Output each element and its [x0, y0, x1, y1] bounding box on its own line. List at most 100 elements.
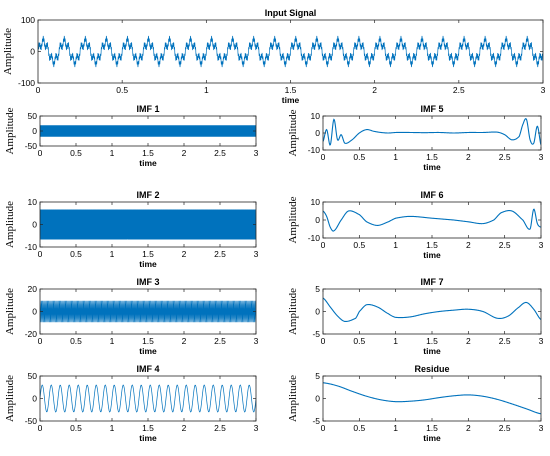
- series-line-imf1: [40, 125, 256, 137]
- x-tick-label: 2: [466, 423, 471, 433]
- x-tick-label: 3: [541, 85, 546, 95]
- series-line-imf6: [323, 208, 541, 232]
- x-tick-label: 2.5: [499, 152, 511, 162]
- panel-title: IMF 7: [420, 277, 443, 287]
- x-tick-label: 3: [539, 240, 544, 250]
- x-tick-label: 1.5: [142, 148, 154, 158]
- series-line-imf4: [40, 384, 256, 413]
- y-tick-label: 10: [28, 197, 38, 207]
- x-tick-label: 1: [393, 240, 398, 250]
- x-tick-label: 0.5: [70, 423, 82, 433]
- y-axis-label: Amplitude: [4, 288, 16, 335]
- x-tick-label: 3: [539, 423, 544, 433]
- y-tick-label: 5: [315, 284, 320, 294]
- x-tick-label: 0: [321, 336, 326, 346]
- x-tick-label: 0: [38, 249, 43, 259]
- x-tick-label: 1: [110, 423, 115, 433]
- x-tick-label: 3: [254, 423, 259, 433]
- x-axis-label: time: [139, 259, 157, 269]
- panel-title: IMF 1: [136, 104, 159, 114]
- x-tick-label: 2: [466, 336, 471, 346]
- x-tick-label: 3: [539, 336, 544, 346]
- x-tick-label: 0: [36, 85, 41, 95]
- series-line-input: [38, 35, 543, 68]
- x-tick-label: 1: [393, 152, 398, 162]
- y-tick-label: 5: [315, 371, 320, 381]
- x-tick-label: 2: [182, 423, 187, 433]
- x-tick-label: 2.5: [499, 336, 511, 346]
- y-tick-label: 0: [315, 128, 320, 138]
- x-tick-label: 2: [182, 336, 187, 346]
- y-axis-label: Amplitude: [2, 28, 14, 75]
- y-tick-label: 0: [315, 394, 320, 404]
- x-tick-label: 2.5: [214, 423, 226, 433]
- y-tick-label: -5: [312, 416, 320, 426]
- y-tick-label: 10: [311, 111, 321, 121]
- x-axis-label: time: [423, 162, 441, 172]
- x-axis-label: time: [139, 158, 157, 168]
- series-line-imf3: [40, 300, 256, 323]
- y-tick-label: 10: [311, 197, 321, 207]
- y-tick-label: -100: [18, 78, 35, 88]
- panel-title: IMF 6: [420, 190, 443, 200]
- x-tick-label: 1.5: [142, 423, 154, 433]
- y-tick-label: -10: [308, 233, 321, 243]
- x-tick-label: 1: [204, 85, 209, 95]
- x-tick-label: 3: [254, 249, 259, 259]
- x-tick-label: 1.5: [142, 336, 154, 346]
- x-tick-label: 1.5: [285, 85, 297, 95]
- x-tick-label: 2: [182, 249, 187, 259]
- x-tick-label: 0.5: [70, 336, 82, 346]
- y-axis-label: Amplitude: [287, 196, 299, 243]
- panel-title: Input Signal: [265, 8, 317, 18]
- panel-title: IMF 2: [136, 190, 159, 200]
- x-tick-label: 3: [539, 152, 544, 162]
- x-tick-label: 0: [38, 336, 43, 346]
- y-tick-label: 0: [32, 220, 37, 230]
- x-axis-label: time: [423, 346, 441, 356]
- series-line-imf7: [323, 297, 541, 323]
- x-tick-label: 0.5: [353, 152, 365, 162]
- x-tick-label: 1: [110, 249, 115, 259]
- x-axis-label: time: [282, 95, 300, 105]
- x-tick-label: 2: [466, 240, 471, 250]
- panel-title: IMF 4: [136, 364, 159, 374]
- series-line-imf5: [323, 118, 541, 146]
- y-axis-label: Amplitude: [4, 375, 16, 422]
- x-tick-label: 2.5: [214, 336, 226, 346]
- panel-title: IMF 3: [136, 277, 159, 287]
- y-tick-label: 0: [315, 215, 320, 225]
- y-tick-label: -5: [312, 329, 320, 339]
- y-tick-label: 0: [32, 126, 37, 136]
- y-tick-label: -50: [25, 141, 38, 151]
- y-tick-label: 50: [28, 371, 38, 381]
- y-tick-label: 0: [315, 307, 320, 317]
- x-tick-label: 0: [38, 148, 43, 158]
- x-tick-label: 1.5: [426, 336, 438, 346]
- x-tick-label: 3: [254, 148, 259, 158]
- x-tick-label: 1: [393, 336, 398, 346]
- y-axis-label: Amplitude: [287, 375, 299, 422]
- x-tick-label: 2.5: [499, 423, 511, 433]
- x-tick-label: 2: [466, 152, 471, 162]
- plot-area: [323, 289, 541, 334]
- x-tick-label: 0.5: [70, 148, 82, 158]
- x-tick-label: 0.5: [353, 240, 365, 250]
- y-tick-label: -50: [25, 416, 38, 426]
- x-tick-label: 1: [110, 148, 115, 158]
- y-tick-label: 50: [28, 111, 38, 121]
- x-axis-label: time: [423, 433, 441, 443]
- y-tick-label: -10: [308, 145, 321, 155]
- x-tick-label: 0: [38, 423, 43, 433]
- x-tick-label: 2.5: [499, 240, 511, 250]
- x-tick-label: 2.5: [214, 249, 226, 259]
- x-tick-label: 1: [393, 423, 398, 433]
- y-tick-label: 100: [21, 15, 35, 25]
